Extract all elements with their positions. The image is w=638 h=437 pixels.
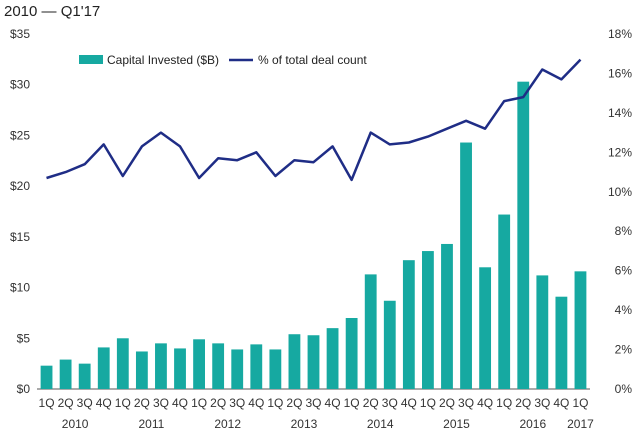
bar xyxy=(517,81,530,390)
x-tick-label: 3Q xyxy=(382,396,398,410)
bar xyxy=(231,349,244,389)
x-tick-label: 1Q xyxy=(344,396,360,410)
x-tick-label: 3Q xyxy=(534,396,550,410)
x-tick-label: 4Q xyxy=(172,396,188,410)
x-tick-label: 3Q xyxy=(229,396,245,410)
x-axis-labels: 1Q 2Q 3Q 4Q 1Q 2Q 3Q 4Q 1Q 2Q 3Q 4Q 1Q 2Q 3Q 4Q 1Q 2Q 3Q 4Q… xyxy=(39,396,595,431)
y2-tick-label: 2% xyxy=(615,343,633,357)
y2-tick-label: 10% xyxy=(608,185,632,199)
x-tick-label: 3Q xyxy=(458,396,474,410)
x-tick-label: 1Q xyxy=(267,396,283,410)
bar xyxy=(326,328,339,389)
y-tick-label: $0 xyxy=(17,382,31,396)
legend-swatch-capital-invested xyxy=(79,55,103,64)
axes: $0 $5 $10 $15 $20 $25 $30 $35 0% 2% 4% 6% 8% 10% 12% 14… xyxy=(10,27,632,396)
bar xyxy=(40,365,53,389)
year-label: 2012 xyxy=(214,417,241,431)
x-tick-label: 1Q xyxy=(39,396,55,410)
x-tick-label: 1Q xyxy=(496,396,512,410)
y2-tick-label: 16% xyxy=(608,66,632,80)
chart-title: 2010 — Q1'17 xyxy=(4,3,100,20)
line-series xyxy=(46,58,582,182)
x-tick-label: 1Q xyxy=(115,396,131,410)
y-tick-label: $35 xyxy=(10,27,30,41)
x-tick-label: 1Q xyxy=(191,396,207,410)
bar xyxy=(536,275,549,389)
bar xyxy=(193,339,205,389)
x-tick-label: 3Q xyxy=(153,396,169,410)
x-tick-label: 4Q xyxy=(96,396,112,410)
y2-tick-label: 4% xyxy=(615,303,633,317)
bar xyxy=(402,260,415,389)
bar xyxy=(269,349,282,389)
year-label: 2015 xyxy=(443,417,470,431)
x-tick-label: 1Q xyxy=(420,396,436,410)
bar xyxy=(288,334,301,389)
bar xyxy=(307,335,320,389)
y-tick-label: $5 xyxy=(17,331,31,345)
x-tick-label: 4Q xyxy=(248,396,264,410)
x-tick-label: 4Q xyxy=(325,396,341,410)
year-label: 2016 xyxy=(519,417,546,431)
bar xyxy=(59,359,72,389)
bar xyxy=(135,351,148,389)
bar xyxy=(555,296,568,389)
y-tick-label: $30 xyxy=(10,78,30,92)
y-tick-label: $10 xyxy=(10,281,30,295)
x-tick-label: 2Q xyxy=(58,396,74,410)
x-tick-label: 2Q xyxy=(439,396,455,410)
y2-tick-label: 6% xyxy=(615,264,633,278)
x-tick-label: 2Q xyxy=(363,396,379,410)
x-tick-label: 3Q xyxy=(77,396,93,410)
year-label: 2017 xyxy=(567,417,594,431)
x-tick-label: 4Q xyxy=(401,396,417,410)
legend: Capital Invested ($B) % of total deal co… xyxy=(79,53,367,67)
x-tick-label: 4Q xyxy=(553,396,569,410)
legend-label-deal-count: % of total deal count xyxy=(258,53,367,67)
y2-tick-label: 12% xyxy=(608,145,632,159)
bar xyxy=(174,348,186,389)
y2-tick-label: 18% xyxy=(608,27,632,41)
bar xyxy=(422,251,434,389)
bar xyxy=(383,300,396,389)
y2-tick-label: 14% xyxy=(608,106,632,120)
y-tick-label: $25 xyxy=(10,128,30,142)
bar xyxy=(364,274,377,389)
x-tick-label: 2Q xyxy=(134,396,150,410)
deal-count-line xyxy=(46,58,582,182)
bar xyxy=(498,214,511,389)
bar xyxy=(97,347,110,389)
y2-tick-label: 0% xyxy=(615,382,633,396)
x-tick-label: 2Q xyxy=(515,396,531,410)
bar xyxy=(116,338,129,389)
year-label: 2014 xyxy=(367,417,394,431)
x-tick-label: 2Q xyxy=(286,396,302,410)
bar xyxy=(155,343,167,389)
x-tick-label: 2Q xyxy=(210,396,226,410)
y-tick-label: $15 xyxy=(10,230,30,244)
bar xyxy=(250,344,263,389)
legend-label-capital-invested: Capital Invested ($B) xyxy=(107,53,219,67)
y-tick-label: $20 xyxy=(10,179,30,193)
bar-series xyxy=(40,81,587,390)
y2-tick-label: 8% xyxy=(615,224,633,238)
x-tick-label: 4Q xyxy=(477,396,493,410)
bar xyxy=(345,318,358,389)
year-label: 2013 xyxy=(291,417,318,431)
bar xyxy=(574,271,587,389)
bar xyxy=(479,267,492,389)
bar xyxy=(78,363,91,389)
year-label: 2010 xyxy=(62,417,89,431)
bar xyxy=(441,243,453,389)
year-label: 2011 xyxy=(139,417,165,431)
x-tick-label: 1Q xyxy=(572,396,588,410)
bar xyxy=(212,343,225,389)
x-tick-label: 3Q xyxy=(305,396,321,410)
bar xyxy=(460,142,472,389)
